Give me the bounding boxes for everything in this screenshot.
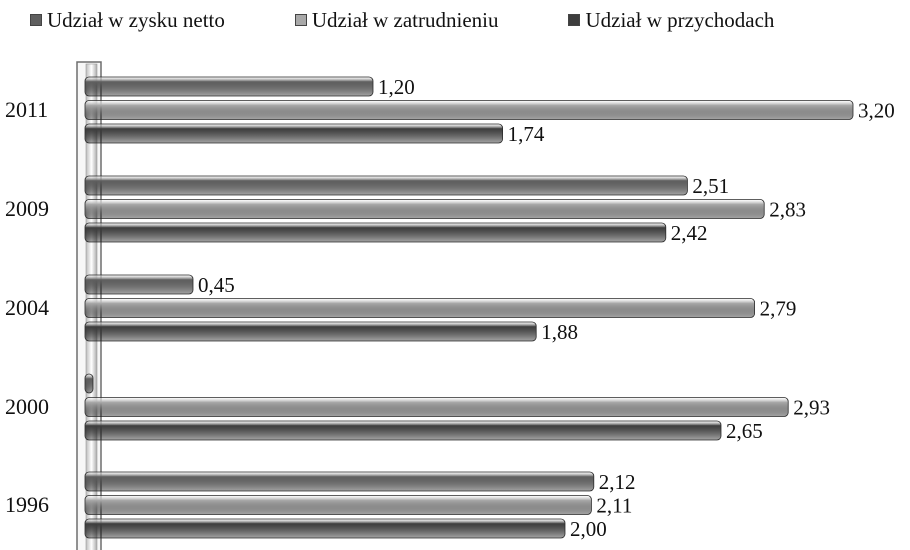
category-label: 2004 [5,295,49,320]
data-label: 3,20 [858,99,895,123]
legend-swatch [30,14,42,26]
category-label: 2009 [5,196,49,221]
data-label: 0,45 [198,273,235,297]
category-label: 1996 [5,492,49,517]
data-label: 2,83 [769,198,806,222]
data-label: 1,88 [541,320,578,344]
data-label: 2,79 [760,297,797,321]
legend: Udział w zysku netto Udział w zatrudnieni… [30,6,900,34]
data-label: 2,11 [596,494,632,518]
bar [84,397,789,417]
data-label: 1,74 [508,122,545,146]
legend-label: Udział w zatrudnieniu [311,7,499,32]
bar [84,274,194,295]
legend-item: Udział w zatrudnieniu [294,7,499,33]
data-label: 2,51 [692,174,729,198]
legend-swatch [294,14,307,26]
bar [84,222,667,243]
bar [84,518,566,539]
bar [84,373,94,394]
data-label: 2,12 [599,470,636,494]
legend-swatch [568,14,581,26]
data-label: 2,93 [793,396,830,420]
data-label: 2,42 [671,221,708,245]
bar [84,123,504,144]
legend-label: Udział w zysku netto [47,7,225,32]
data-label: 2,00 [570,517,607,541]
legend-item: Udział w przychodach [568,8,774,33]
category-label: 2000 [5,394,49,419]
bar [84,471,595,492]
bar [84,495,592,515]
legend-label: Udział w przychodach [585,7,775,32]
bar [84,199,765,219]
bar [84,76,374,97]
bar [84,420,722,441]
bar [84,298,755,318]
data-label: 2,65 [726,419,763,443]
bar [84,321,537,342]
data-label: 1,20 [378,75,415,99]
bar [84,175,688,196]
legend-item: Udział w zysku netto [30,8,225,33]
bar [84,100,854,120]
category-label: 2011 [5,97,48,122]
